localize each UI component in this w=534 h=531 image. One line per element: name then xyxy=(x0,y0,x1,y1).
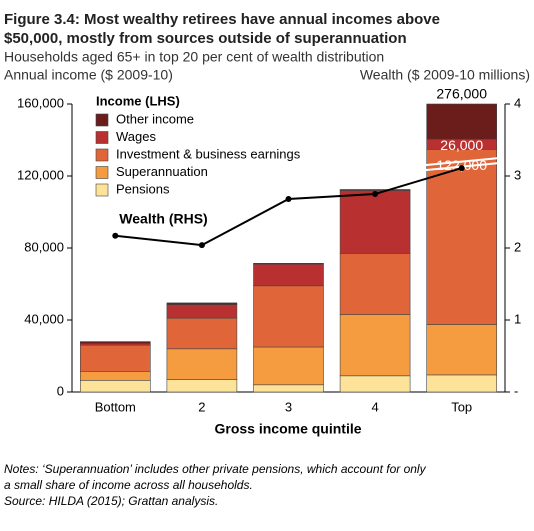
y-axis-label: Annual income ($ 2009-10) xyxy=(4,67,173,83)
line-marker xyxy=(372,191,379,197)
x-axis-label: Gross income quintile xyxy=(214,421,361,437)
bar-segment xyxy=(426,374,498,393)
y2-axis-label: Wealth ($ 2009-10 millions) xyxy=(360,67,530,83)
bar-segment xyxy=(253,346,324,386)
line-marker xyxy=(458,165,465,172)
x-tick-label: 4 xyxy=(371,399,378,414)
bar-segment xyxy=(339,253,411,315)
legend-label: Superannuation xyxy=(116,164,208,179)
bar-segment xyxy=(166,304,238,319)
legend-swatch xyxy=(95,166,109,179)
total-label: 276,000 xyxy=(436,86,487,102)
bar-segment xyxy=(339,314,411,377)
bar-segment xyxy=(426,324,498,376)
bar-segment xyxy=(339,190,411,254)
bar-segment xyxy=(339,189,411,191)
bar-segment xyxy=(253,285,324,348)
y-tick-label: 80,000 xyxy=(24,239,64,254)
y2-tick-label: 2 xyxy=(514,239,521,254)
y-tick-label: 120,000 xyxy=(17,167,64,182)
bar-segment xyxy=(426,149,498,325)
legend-swatch xyxy=(95,131,109,144)
y2-tick-label: 1 xyxy=(514,311,521,326)
x-tick-label: Top xyxy=(451,399,472,414)
x-tick-label: Bottom xyxy=(95,399,136,414)
bar-segment xyxy=(166,302,238,305)
line-marker xyxy=(198,242,205,249)
legend-label: Wages xyxy=(116,129,156,144)
note: Source: HILDA (2015); Grattan analysis. xyxy=(4,494,218,508)
y-tick-label: 0 xyxy=(57,383,64,398)
legend-swatch xyxy=(95,148,109,162)
chart-subtitle: Households aged 65+ in top 20 per cent o… xyxy=(4,49,384,65)
line-marker xyxy=(285,196,292,203)
bar-segment xyxy=(339,375,411,393)
x-tick-label: 2 xyxy=(198,399,205,414)
note: a small share of income across all house… xyxy=(4,478,253,492)
bar-segment xyxy=(253,262,324,265)
bar-segment xyxy=(253,384,324,393)
chart-title: $50,000, mostly from sources outside of … xyxy=(4,30,407,47)
line-label: Wealth (RHS) xyxy=(119,210,207,226)
chart-title: Figure 3.4: Most wealthy retirees have a… xyxy=(4,11,440,28)
legend-label: Investment & business earnings xyxy=(116,146,301,161)
note: Notes: ‘Superannuation’ includes other p… xyxy=(4,462,427,476)
bar-segment xyxy=(80,379,151,393)
legend-title: Income (LHS) xyxy=(96,93,180,108)
y2-tick-label: - xyxy=(514,383,518,398)
legend-label: Other income xyxy=(116,111,194,126)
x-tick-label: 3 xyxy=(285,399,292,414)
bar-segment xyxy=(80,344,151,372)
y2-tick-label: 4 xyxy=(514,95,521,110)
bar-segment xyxy=(166,379,238,393)
line-marker xyxy=(112,232,119,239)
bar-segment xyxy=(426,103,498,140)
bar-segment xyxy=(80,370,151,381)
bar-segment xyxy=(253,263,324,287)
bar-segment xyxy=(166,317,238,350)
data-label: 26,000 xyxy=(440,137,483,153)
y-tick-label: 160,000 xyxy=(17,95,64,110)
y2-tick-label: 3 xyxy=(514,167,521,182)
bar-segment xyxy=(166,348,238,380)
bar-segment xyxy=(80,341,151,344)
legend-label: Pensions xyxy=(116,181,170,196)
y-tick-label: 40,000 xyxy=(24,311,64,326)
legend-swatch xyxy=(95,183,109,197)
legend-swatch xyxy=(95,113,109,127)
